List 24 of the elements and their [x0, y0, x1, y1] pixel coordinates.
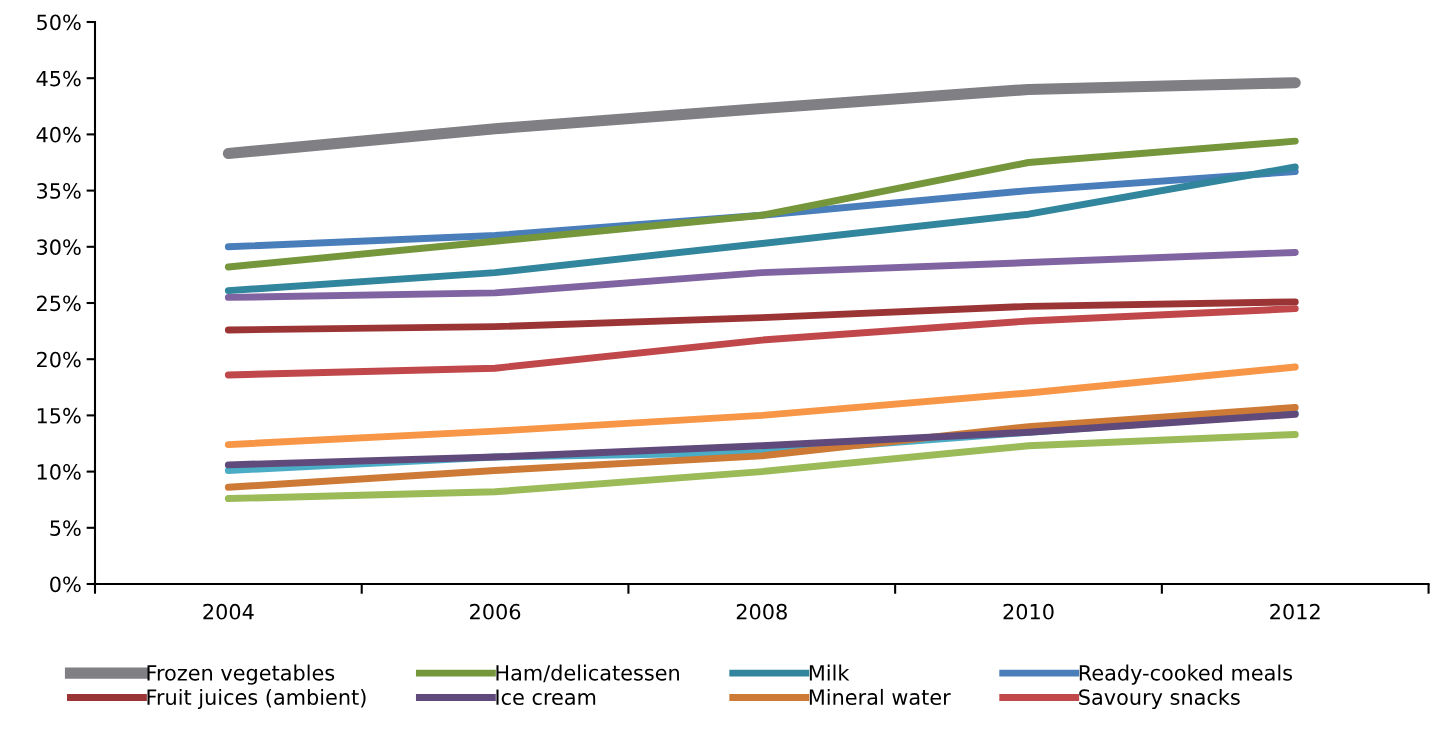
y-tick-label: 30% [37, 239, 81, 256]
y-tick-label: 0% [50, 576, 81, 593]
legend-label: Ham/delicatessen [496, 664, 679, 683]
x-tick-label: 2012 [1270, 603, 1320, 620]
y-tick-label: 35% [37, 183, 81, 199]
legend-label: Savoury snacks [1079, 688, 1240, 710]
y-tick-label: 45% [36, 70, 81, 87]
x-tick-label: 2008 [736, 603, 787, 620]
x-tick-label: 2006 [470, 603, 521, 620]
legend-label: Frozen vegetables [147, 664, 335, 685]
y-tick-label: 25% [37, 295, 81, 312]
legend-label: Fruit juices (ambient) [147, 688, 366, 710]
y-tick-label: 10% [37, 464, 81, 480]
legend-label: Ready-cooked meals [1079, 664, 1293, 685]
y-tick-label: 20% [37, 351, 81, 368]
y-tick-label: 15% [37, 407, 81, 424]
x-tick-label: 2010 [1003, 603, 1054, 620]
y-tick-label: 50% [37, 14, 81, 31]
legend-label: Ice cream [496, 689, 596, 706]
y-tick-label: 5% [50, 520, 81, 537]
x-tick-label: 2004 [203, 603, 254, 620]
legend-label: Mineral water [809, 688, 951, 706]
y-tick-label: 40% [36, 126, 81, 143]
legend-label: Milk [809, 664, 850, 681]
